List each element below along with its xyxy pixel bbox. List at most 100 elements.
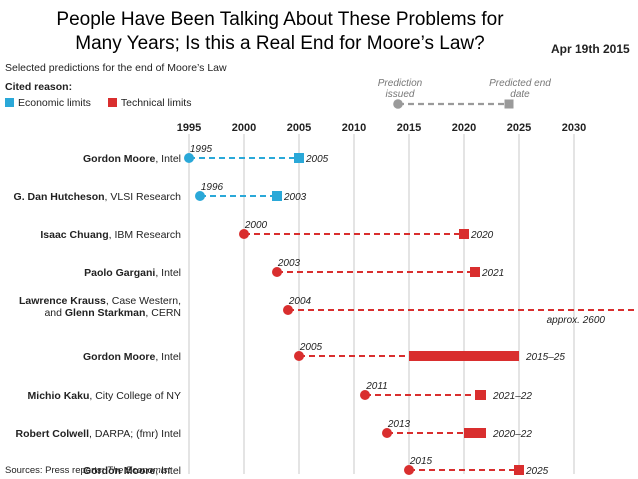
source-prefix: Sources: Press reports; [5, 465, 107, 476]
prediction-issued-label: 1995 [190, 144, 213, 155]
prediction-end-bar [409, 351, 519, 361]
x-tick-label-1995: 1995 [177, 122, 201, 134]
prediction-issued-dot [272, 267, 282, 277]
prediction-end-square [470, 267, 480, 277]
prediction-end-label: approx. 2600 [547, 315, 606, 326]
legend-label-economic: Economic limits [18, 97, 91, 109]
key-issued-dot [393, 99, 403, 109]
slide-date: Apr 19th 2015 [551, 42, 630, 56]
prediction-prefix: and [44, 307, 64, 319]
prediction-end-label: 2020–22 [492, 429, 532, 440]
prediction-issued-label: 2015 [409, 456, 433, 467]
prediction-org-2: , CERN [145, 307, 181, 319]
prediction-person: G. Dan Hutcheson [14, 191, 105, 203]
prediction-org: , Intel [155, 267, 181, 279]
prediction-issued-dot [195, 191, 205, 201]
prediction-name: Gordon Moore, Intel [83, 351, 181, 363]
prediction-org: , Intel [155, 465, 181, 477]
prediction-end-label: 2005 [305, 154, 329, 165]
prediction-org: , VLSI Research [105, 191, 182, 203]
prediction-org: , IBM Research [109, 229, 182, 241]
key-end-label-line-1: Predicted end [489, 78, 551, 89]
slide-title: People Have Been Talking About These Pro… [0, 8, 560, 56]
legend-label-technical: Technical limits [120, 97, 192, 109]
prediction-issued-label: 2011 [365, 381, 388, 392]
prediction-end-bar [475, 390, 486, 400]
prediction-end-square [514, 465, 524, 475]
prediction-end-label: 2021–22 [492, 391, 532, 402]
prediction-issued-dot [404, 465, 414, 475]
legend-title: Cited reason: [5, 81, 73, 93]
prediction-end-label: 2025 [525, 466, 549, 477]
prediction-row: Robert Colwell, DARPA; (fmr) Intel 2013 20… [16, 419, 533, 440]
prediction-person: Michio Kaku [28, 390, 90, 402]
x-tick-label-2005: 2005 [287, 122, 311, 134]
legend-swatch-technical [107, 98, 117, 107]
key-end-square [504, 99, 514, 109]
prediction-issued-label: 1996 [201, 182, 224, 193]
legend-item-economic: Economic limits [5, 97, 91, 109]
prediction-end-label: 2003 [283, 192, 307, 203]
key-issued-label-line-1: Prediction [378, 78, 423, 89]
source-note: Sources: Press reports; The Economist [5, 465, 170, 476]
x-tick-label-2000: 2000 [232, 122, 256, 134]
source-publication: The Economist [106, 465, 171, 476]
prediction-row: G. Dan Hutcheson, VLSI Research 1996 2003 [14, 182, 307, 203]
legend-item-technical: Technical limits [107, 97, 192, 109]
prediction-name: Gordon Moore, Intel [83, 465, 181, 477]
slide-title-line-1: People Have Been Talking About These Pro… [56, 9, 504, 30]
prediction-end-square [272, 191, 282, 201]
prediction-person: Gordon Moore [83, 465, 155, 477]
prediction-end-label: 2020 [470, 230, 494, 241]
prediction-row: Isaac Chuang, IBM Research 2000 2020 [40, 220, 493, 241]
prediction-person: Gordon Moore [83, 153, 155, 165]
x-tick-label-2010: 2010 [342, 122, 366, 134]
prediction-issued-label: 2013 [387, 419, 411, 430]
prediction-end-square [459, 229, 469, 239]
prediction-end-square [294, 153, 304, 163]
prediction-row: Gordon Moore, Intel 1995 2005 [83, 144, 329, 165]
prediction-row: Paolo Gargani, Intel 2003 2021 [84, 258, 504, 279]
prediction-name: Michio Kaku, City College of NY [28, 390, 181, 402]
x-tick-label-2020: 2020 [452, 122, 476, 134]
prediction-issued-dot [360, 390, 370, 400]
key-end-label-line-2: date [510, 89, 530, 100]
prediction-person: Robert Colwell [16, 428, 90, 440]
prediction-name: Robert Colwell, DARPA; (fmr) Intel [16, 428, 182, 440]
prediction-row: Lawrence Krauss, Case Western,and Glenn … [19, 295, 636, 326]
chart-title: Selected predictions for the end of Moor… [5, 62, 227, 74]
prediction-name: Lawrence Krauss, Case Western, [19, 295, 181, 307]
prediction-org: , Intel [155, 153, 181, 165]
prediction-row: Gordon Moore, Intel 2015 2025 [83, 456, 549, 477]
prediction-issued-label: 2005 [299, 342, 323, 353]
prediction-name-2: and Glenn Starkman, CERN [44, 307, 181, 319]
prediction-issued-label: 2003 [277, 258, 301, 269]
prediction-org: , Case Western, [106, 295, 181, 307]
prediction-issued-dot [283, 305, 293, 315]
prediction-name: Gordon Moore, Intel [83, 153, 181, 165]
prediction-org: , City College of NY [89, 390, 181, 402]
slide-title-line-2: Many Years; Is this a Real End for Moore… [75, 33, 485, 54]
prediction-issued-label: 2000 [244, 220, 268, 231]
prediction-person: Lawrence Krauss [19, 295, 106, 307]
x-tick-label-2025: 2025 [507, 122, 531, 134]
prediction-end-label: 2015–25 [525, 352, 565, 363]
prediction-person: Gordon Moore [83, 351, 155, 363]
prediction-issued-dot [239, 229, 249, 239]
prediction-issued-label: 2004 [288, 296, 312, 307]
legend-swatch-economic [5, 98, 14, 107]
key-issued-label-line-2: issued [386, 89, 415, 100]
prediction-person-2: Glenn Starkman [65, 307, 146, 319]
legend: Economic limits Technical limits [5, 97, 205, 109]
prediction-issued-dot [294, 351, 304, 361]
prediction-name: G. Dan Hutcheson, VLSI Research [14, 191, 182, 203]
prediction-org: , Intel [155, 351, 181, 363]
prediction-name: Isaac Chuang, IBM Research [40, 229, 181, 241]
prediction-issued-dot [382, 428, 392, 438]
prediction-name: Paolo Gargani, Intel [84, 267, 181, 279]
prediction-org: , DARPA; (fmr) Intel [89, 428, 181, 440]
prediction-row: Gordon Moore, Intel 2005 2015–25 [83, 342, 565, 363]
prediction-person: Isaac Chuang [40, 229, 108, 241]
prediction-issued-dot [184, 153, 194, 163]
